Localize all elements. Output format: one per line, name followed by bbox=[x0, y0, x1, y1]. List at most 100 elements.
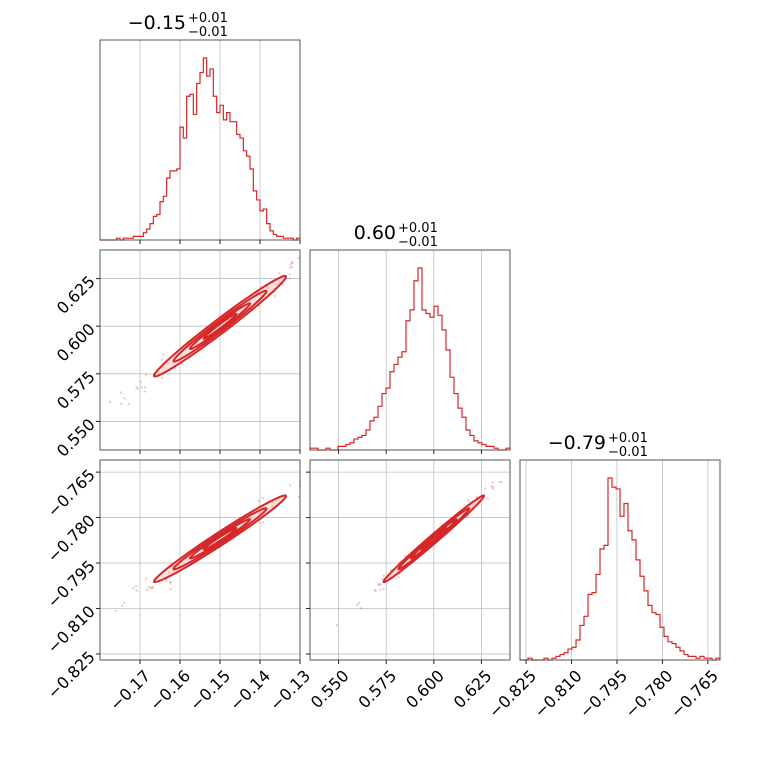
sample-point bbox=[381, 578, 384, 581]
contour-level-2 bbox=[188, 518, 252, 560]
title-plus-2: +0.01 bbox=[608, 431, 648, 446]
sample-point bbox=[169, 580, 172, 584]
sample-point bbox=[289, 262, 292, 266]
x-tick-label: 0.575 bbox=[355, 666, 401, 712]
sample-point bbox=[127, 402, 130, 406]
sample-point bbox=[144, 577, 148, 580]
contour-level-2 bbox=[188, 302, 252, 351]
title-plus-1: +0.01 bbox=[398, 221, 438, 236]
sample-point bbox=[297, 495, 300, 498]
y-tick-label: −0.825 bbox=[43, 647, 98, 702]
sample-point bbox=[288, 277, 292, 280]
sample-point bbox=[146, 588, 149, 592]
sample-point bbox=[500, 481, 503, 484]
sample-point bbox=[145, 373, 148, 376]
panel-frame bbox=[309, 249, 511, 451]
panel-2-2: −0.79 +0.01−0.01 −0.825−0.810−0.795−0.780−… bbox=[485, 431, 722, 721]
sample-point bbox=[291, 261, 294, 264]
sample-point bbox=[273, 294, 277, 298]
panel-2-1: 0.550 0.575 0.600 0.625 bbox=[306, 459, 511, 712]
x-tick-label: 0.550 bbox=[307, 666, 353, 712]
title-minus-1: −0.01 bbox=[398, 235, 438, 250]
y-tick-label: 0.600 bbox=[53, 320, 99, 366]
sample-point bbox=[165, 579, 168, 582]
x-tick-label: −0.15 bbox=[186, 666, 234, 714]
sample-point bbox=[355, 603, 359, 606]
histogram-0 bbox=[100, 57, 301, 241]
sample-point bbox=[492, 486, 495, 489]
sample-point bbox=[152, 586, 155, 589]
x-tick-label: −0.13 bbox=[266, 666, 314, 714]
histogram-1 bbox=[309, 267, 511, 451]
sample-point bbox=[114, 609, 117, 613]
sample-point bbox=[147, 586, 151, 589]
contour-level-2 bbox=[409, 518, 458, 560]
x-tick-label: −0.17 bbox=[106, 666, 154, 714]
sample-point bbox=[151, 586, 154, 589]
y-tick-label: 0.625 bbox=[53, 272, 99, 318]
sample-point bbox=[120, 402, 123, 405]
sample-point bbox=[143, 386, 147, 389]
sample-point bbox=[486, 497, 489, 500]
contour-level-1 bbox=[397, 507, 471, 571]
sample-point bbox=[119, 391, 123, 394]
sample-point bbox=[108, 400, 112, 404]
sample-point bbox=[169, 582, 172, 585]
sample-point bbox=[404, 554, 407, 558]
sample-point bbox=[357, 601, 361, 605]
panel-0-0: −0.15 +0.01−0.01 bbox=[99, 11, 301, 244]
sample-point bbox=[288, 273, 291, 276]
sample-point bbox=[484, 487, 487, 490]
sample-point bbox=[149, 586, 153, 590]
panel-frame bbox=[99, 39, 301, 241]
sample-point bbox=[290, 265, 294, 268]
y-tick-label: 0.575 bbox=[53, 367, 99, 413]
panel-title-2: −0.79 bbox=[548, 432, 606, 454]
sample-point bbox=[123, 397, 126, 400]
sample-point bbox=[140, 386, 143, 389]
sample-point bbox=[382, 574, 385, 577]
sample-point bbox=[289, 266, 292, 269]
sample-point bbox=[379, 588, 382, 591]
panel-2-0: −0.17−0.16−0.15−0.14−0.13−0.825−0.810−0.… bbox=[43, 459, 314, 714]
contour-level-1 bbox=[172, 289, 268, 363]
x-tick-label: −0.16 bbox=[146, 666, 194, 714]
sample-point bbox=[139, 380, 142, 384]
x-tick-label: −0.765 bbox=[667, 666, 722, 721]
sample-point bbox=[382, 587, 385, 591]
contour-level-0 bbox=[382, 494, 486, 584]
y-tick-label: −0.810 bbox=[43, 602, 98, 657]
sample-point bbox=[373, 589, 376, 592]
sample-point bbox=[132, 587, 135, 590]
sample-point bbox=[278, 272, 281, 275]
sample-point bbox=[291, 261, 294, 264]
sample-point bbox=[297, 257, 300, 260]
sample-point bbox=[335, 623, 339, 627]
y-tick-label: −0.765 bbox=[43, 465, 98, 520]
sample-point bbox=[262, 520, 265, 524]
sample-point bbox=[135, 385, 138, 389]
contour-level-1 bbox=[172, 507, 268, 571]
panel-title-1: 0.60 bbox=[354, 222, 396, 244]
x-tick-label: −0.810 bbox=[530, 666, 585, 721]
sample-point bbox=[261, 497, 265, 500]
sample-point bbox=[490, 485, 493, 488]
contour-fill bbox=[383, 495, 485, 583]
sample-point bbox=[169, 588, 172, 591]
sample-point bbox=[121, 604, 124, 608]
contour-level-3 bbox=[420, 526, 448, 551]
sample-point bbox=[377, 583, 381, 586]
sample-point bbox=[466, 515, 469, 519]
x-tick-label: 0.600 bbox=[402, 666, 448, 712]
sample-point bbox=[467, 499, 470, 502]
sample-point bbox=[160, 377, 164, 380]
contour-fill bbox=[154, 275, 286, 377]
panel-1-1: 0.60 +0.01−0.01 bbox=[309, 221, 511, 454]
sample-point bbox=[491, 487, 494, 490]
x-tick-label: −0.795 bbox=[576, 666, 631, 721]
panel-title-0: −0.15 bbox=[128, 12, 186, 34]
contour-level-0 bbox=[152, 274, 288, 378]
sample-point bbox=[491, 481, 494, 484]
sample-point bbox=[377, 583, 380, 586]
sample-point bbox=[498, 480, 501, 483]
